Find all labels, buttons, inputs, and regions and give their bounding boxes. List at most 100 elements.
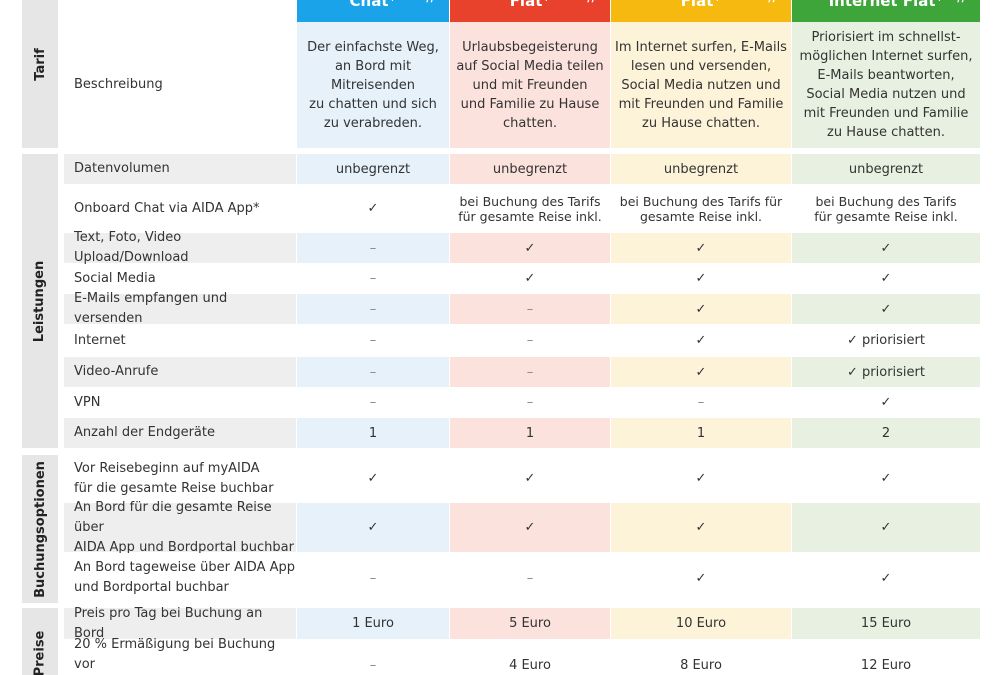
table-cell: ✓ [880,570,892,586]
row-label-bg [64,357,296,387]
table-cell: – [369,271,377,286]
column-band [297,388,449,417]
column-band [450,455,610,502]
column-band [792,325,980,356]
table-cell: ✓ [524,520,536,535]
row-label-bg [64,264,296,293]
column-band [450,388,610,417]
column-header-title: Chat⁺ [349,0,397,10]
table-cell: ✓ [695,301,707,317]
table-cell: – [369,364,377,380]
column-band [792,264,980,293]
column-band [450,418,610,448]
column-band [297,185,449,232]
table-cell: – [369,301,377,317]
column-band [297,455,449,502]
table-cell: ✓ [695,570,707,586]
table-cell: ✓ [880,395,892,410]
table-cell: ✓ [367,520,379,535]
column-band [792,455,980,502]
column-band [792,294,980,324]
column-band [297,640,449,675]
table-cell: – [526,364,534,380]
column-band [450,608,610,639]
column-band [611,455,791,502]
column-band [297,357,449,387]
table-cell: ✓ [880,240,892,256]
table-cell: – [369,395,377,410]
table-cell: ✓ [695,471,707,486]
table-cell: – [526,570,534,586]
section-buchungsoptionen-title: Buchungsoptionen [32,460,48,598]
table-cell: ✓ [695,271,707,286]
column-band [297,608,449,639]
column-header-3: Flat⁺ // [611,0,791,22]
column-band [611,294,791,324]
column-band [297,325,449,356]
row-label-bg [64,608,296,639]
section-buchungsoptionen: Buchungsoptionen [22,455,58,603]
row-label: Datenvolumen [74,161,170,176]
row-label: Beschreibung [74,77,163,92]
column-band [611,503,791,552]
table-cell: ✓ [524,471,536,486]
column-band [611,388,791,417]
table-cell: 4 Euro [509,657,551,673]
table-cell: ✓ [880,271,892,286]
column-band [792,418,980,448]
row-label-bg [64,455,296,502]
column-band [450,185,610,232]
column-band [297,264,449,293]
row-label: Social Media [74,270,156,286]
column-band [297,154,449,184]
column-band [611,418,791,448]
column-band [297,418,449,448]
table-cell: ✓ [695,333,707,348]
column-band [450,640,610,675]
column-band [450,22,610,148]
column-band [611,264,791,293]
column-band [611,233,791,263]
table-cell: Priorisiert im schnellst- möglichen Inte… [799,30,973,140]
wifi-wave-icon: // [957,0,966,4]
column-band [611,22,791,148]
table-cell: unbegrenzt [663,161,739,177]
table-cell: ✓ [367,201,379,216]
column-band [611,553,791,603]
table-cell: 1 [696,425,706,441]
table-cell: – [526,333,534,348]
column-band [297,233,449,263]
row-label-bg [64,185,296,232]
row-label-bg [64,418,296,448]
column-band [792,553,980,603]
row-label-bg [64,388,296,417]
column-band [450,294,610,324]
table-cell: ✓ [367,471,379,486]
row-label: An Bord für die gesamte Reise über AIDA … [74,499,294,555]
table-cell: bei Buchung des Tarifs für gesamte Reise… [458,193,602,224]
row-label: Onboard Chat via AIDA App* [74,200,260,216]
row-label-bg [64,154,296,184]
table-cell: ✓ [524,271,536,286]
table-cell: – [526,395,534,410]
row-label-bg [64,294,296,324]
section-divider [22,451,980,454]
column-band [297,553,449,603]
column-band [792,357,980,387]
column-band [297,503,449,552]
table-cell: bei Buchung des Tarifs für gesamte Reise… [814,193,958,224]
column-band [792,154,980,184]
row-label: Anzahl der Endgeräte [74,425,215,440]
column-band [792,503,980,552]
section-divider [22,604,980,607]
table-cell: ✓ [880,520,892,535]
column-band [792,233,980,263]
section-leistungen-title: Leistungen [32,260,48,342]
row-label-bg [64,503,296,552]
column-header-1: Chat⁺ // [297,0,449,22]
table-cell: ✓ [524,240,536,256]
table-cell: ✓ [695,240,707,256]
table-cell: 10 Euro [675,616,727,631]
table-cell: – [526,301,534,317]
column-band [450,553,610,603]
